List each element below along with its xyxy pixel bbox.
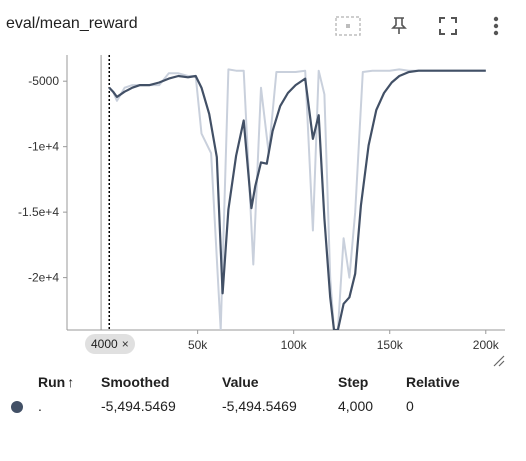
- y-tick-label: -1.5e+4: [18, 205, 59, 219]
- cell-relative: 0: [406, 398, 414, 414]
- x-tick-label: 50k: [188, 338, 208, 352]
- close-icon[interactable]: ×: [121, 337, 129, 351]
- cell-value: -5,494.5469: [222, 398, 297, 414]
- cell-step: 4,000: [338, 398, 374, 414]
- cell-smoothed: -5,494.5469: [101, 398, 176, 414]
- run-color-swatch: [11, 401, 23, 413]
- chart-area[interactable]: -5000 -1e+4 -1.5e+4 -2e+4 50k 100k 150k 200k: [0, 0, 526, 380]
- line-chart[interactable]: -5000 -1e+4 -1.5e+4 -2e+4 50k 100k 150k 200k: [0, 0, 526, 380]
- cell-run: .: [38, 398, 42, 414]
- y-tick-label: -2e+4: [28, 271, 59, 285]
- x-tick-label: 200k: [473, 338, 500, 352]
- step-chip-label: 4000: [91, 337, 118, 351]
- column-header-run-label: Run: [38, 374, 66, 390]
- sort-ascending-icon: ↑: [67, 374, 75, 390]
- fit-domain-icon[interactable]: [334, 12, 362, 40]
- fullscreen-icon[interactable]: [434, 12, 462, 40]
- x-tick-label: 150k: [377, 338, 404, 352]
- table-row: . -5,494.5469 -5,494.5469 4,000 0: [0, 398, 526, 418]
- column-header-value[interactable]: Value: [222, 374, 259, 390]
- column-header-run[interactable]: Run ↑: [38, 374, 74, 390]
- series-group: [108, 68, 486, 330]
- x-tick-label: 100k: [281, 338, 308, 352]
- y-tick-label: -5000: [28, 74, 59, 88]
- table-header: Run ↑ Smoothed Value Step Relative: [0, 374, 526, 394]
- y-tick-label: -1e+4: [28, 140, 59, 154]
- raw-series-line: [108, 68, 486, 330]
- smoothed-series-line: [108, 69, 486, 330]
- more-vert-icon[interactable]: [482, 12, 510, 40]
- column-header-smoothed[interactable]: Smoothed: [101, 374, 170, 390]
- card-title: eval/mean_reward: [6, 15, 138, 32]
- pin-icon[interactable]: [385, 12, 413, 40]
- column-header-relative[interactable]: Relative: [406, 374, 460, 390]
- resize-grip-icon: [493, 355, 505, 367]
- column-header-step[interactable]: Step: [338, 374, 369, 390]
- step-chip: 4000 ×: [85, 334, 135, 354]
